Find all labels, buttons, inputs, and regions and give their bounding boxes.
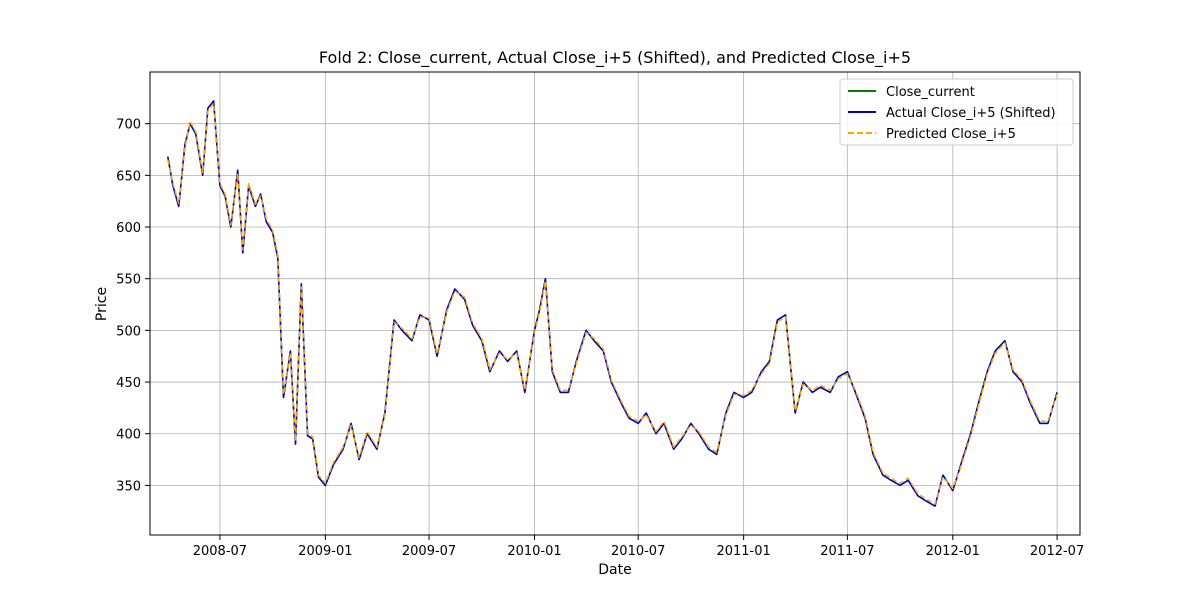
y-axis-label: Price	[94, 287, 110, 321]
chart-title: Fold 2: Close_current, Actual Close_i+5 …	[319, 48, 911, 68]
x-tick-label: 2008-07	[193, 544, 247, 559]
x-tick-label: 2012-01	[926, 544, 980, 559]
axis-ticks: 2008-07 2009-01 2009-07 2010-01 2010-07 2011-…	[116, 118, 1084, 559]
y-tick-label: 400	[116, 428, 141, 443]
y-tick-label: 450	[116, 376, 141, 391]
plot-frame	[149, 71, 1081, 536]
legend-label-actual-close: Actual Close_i+5 (Shifted)	[886, 106, 1056, 121]
y-tick-label: 700	[116, 118, 141, 133]
x-tick-label: 2009-07	[402, 544, 456, 559]
x-axis-label: Date	[598, 562, 631, 578]
y-tick-label: 600	[116, 221, 141, 236]
x-tick-label: 2010-07	[611, 544, 665, 559]
x-tick-label: 2011-07	[820, 544, 874, 559]
y-tick-label: 500	[116, 324, 141, 339]
legend-label-close-current: Close_current	[886, 85, 975, 100]
x-tick-label: 2011-01	[716, 544, 770, 559]
y-tick-label: 550	[116, 273, 141, 288]
series-predicted-close	[167, 102, 1058, 505]
legend-label-predicted-close: Predicted Close_i+5	[886, 127, 1016, 142]
legend: Close_current Actual Close_i+5 (Shifted)…	[839, 78, 1074, 146]
y-tick-label: 350	[116, 479, 141, 494]
x-tick-label: 2012-07	[1030, 544, 1084, 559]
legend-box	[839, 78, 1074, 146]
series-layer	[167, 100, 1058, 507]
x-tick-label: 2010-01	[507, 544, 561, 559]
x-tick-label: 2009-01	[298, 544, 352, 559]
y-tick-label: 650	[116, 169, 141, 184]
